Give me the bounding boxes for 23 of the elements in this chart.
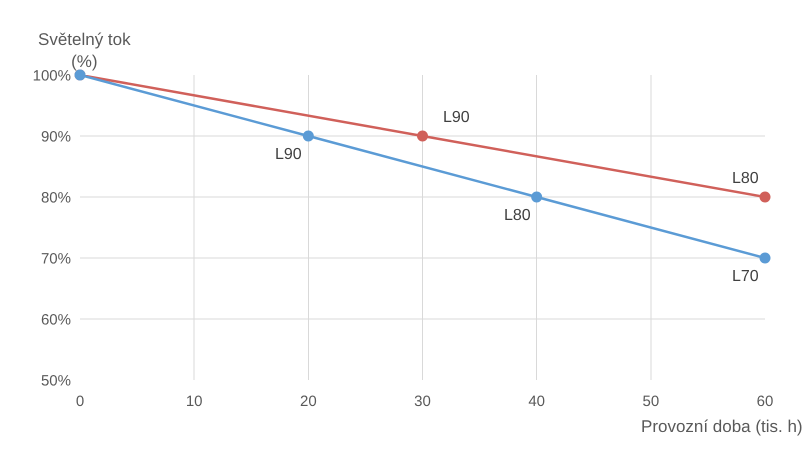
point	[302, 130, 314, 142]
annotation: L70	[732, 268, 759, 285]
x-tick-label: 50	[642, 393, 660, 410]
point	[531, 192, 542, 202]
point	[760, 192, 770, 202]
x-axis-title: Provozní doba (tis. h)	[641, 417, 803, 436]
y-tick-label: 70%	[40, 250, 71, 268]
annotation: L80	[504, 207, 531, 224]
point	[417, 130, 428, 142]
x-tick-label: 10	[186, 393, 203, 410]
y-tick-label: 50%	[40, 372, 71, 390]
annotation: L80	[732, 170, 759, 187]
x-tick-label: 30	[414, 393, 431, 410]
y-tick-label: 60%	[40, 311, 71, 328]
x-tick-label: 60	[756, 393, 774, 410]
y-tick-label: 90%	[40, 128, 71, 146]
annotation: L90	[275, 146, 302, 163]
x-tick-label: 20	[300, 393, 317, 410]
annotation: L90	[443, 109, 470, 126]
x-tick-label: 40	[528, 393, 546, 410]
point	[760, 252, 770, 264]
y-tick-label: 80%	[40, 189, 71, 206]
x-tick-label: 0	[76, 393, 84, 410]
